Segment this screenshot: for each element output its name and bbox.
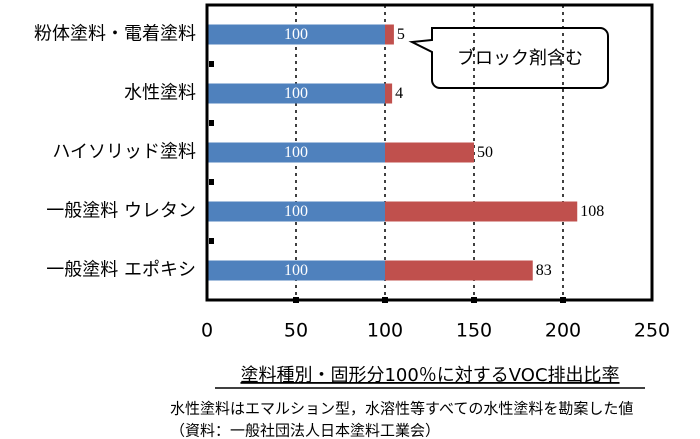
y-tick-label: 一般塗料 ウレタン	[46, 200, 196, 222]
value-label: 4	[395, 85, 403, 102]
bar-segment	[385, 260, 533, 281]
value-label: 83	[536, 262, 552, 279]
y-tick-label: ハイソリッド塗料	[52, 141, 196, 163]
bar-segment	[385, 24, 394, 45]
value-label: 100	[284, 203, 308, 220]
value-label: 50	[477, 144, 493, 161]
bar-segment	[385, 142, 474, 163]
note: 水性塗料はエマルション型，水溶性等すべての水性塗料を勘案した値	[170, 400, 633, 418]
bar-segment	[207, 24, 385, 45]
y-tick-label: 水性塗料	[124, 82, 196, 104]
tick-mark	[209, 120, 214, 126]
bar-segment	[385, 83, 393, 104]
bar-segment	[207, 201, 385, 222]
tick-mark	[209, 179, 214, 185]
x-axis-title: 塗料種別・固形分100％に対するVOC排出比率	[240, 364, 619, 386]
value-label: 5	[397, 26, 405, 43]
note: （資料：一般社団法人日本塗料工業会）	[170, 422, 440, 439]
plot-frame	[205, 3, 654, 302]
y-tick-label: 一般塗料 エポキシ	[46, 259, 196, 281]
y-tick-label: 粉体塗料・電着塗料	[34, 23, 196, 45]
x-tick-label: 0	[201, 320, 213, 342]
x-tick-label: 100	[367, 320, 403, 342]
bar-segment	[207, 142, 385, 163]
x-tick-label: 150	[456, 320, 492, 342]
x-tick-label: 50	[284, 320, 308, 342]
bar-segment	[207, 83, 385, 104]
value-label: 100	[284, 85, 308, 102]
value-label: 108	[580, 203, 604, 220]
bar-segment	[385, 201, 578, 222]
annotation: ブロック剤含む	[457, 47, 583, 69]
bar-segment	[207, 260, 385, 281]
tick-mark	[209, 238, 214, 244]
value-label: 100	[284, 262, 308, 279]
x-tick-label: 200	[545, 320, 581, 342]
tick-mark	[209, 61, 214, 67]
value-label: 100	[284, 144, 308, 161]
callout-box	[408, 27, 609, 89]
value-label: 100	[284, 26, 308, 43]
x-tick-label: 250	[634, 320, 670, 342]
